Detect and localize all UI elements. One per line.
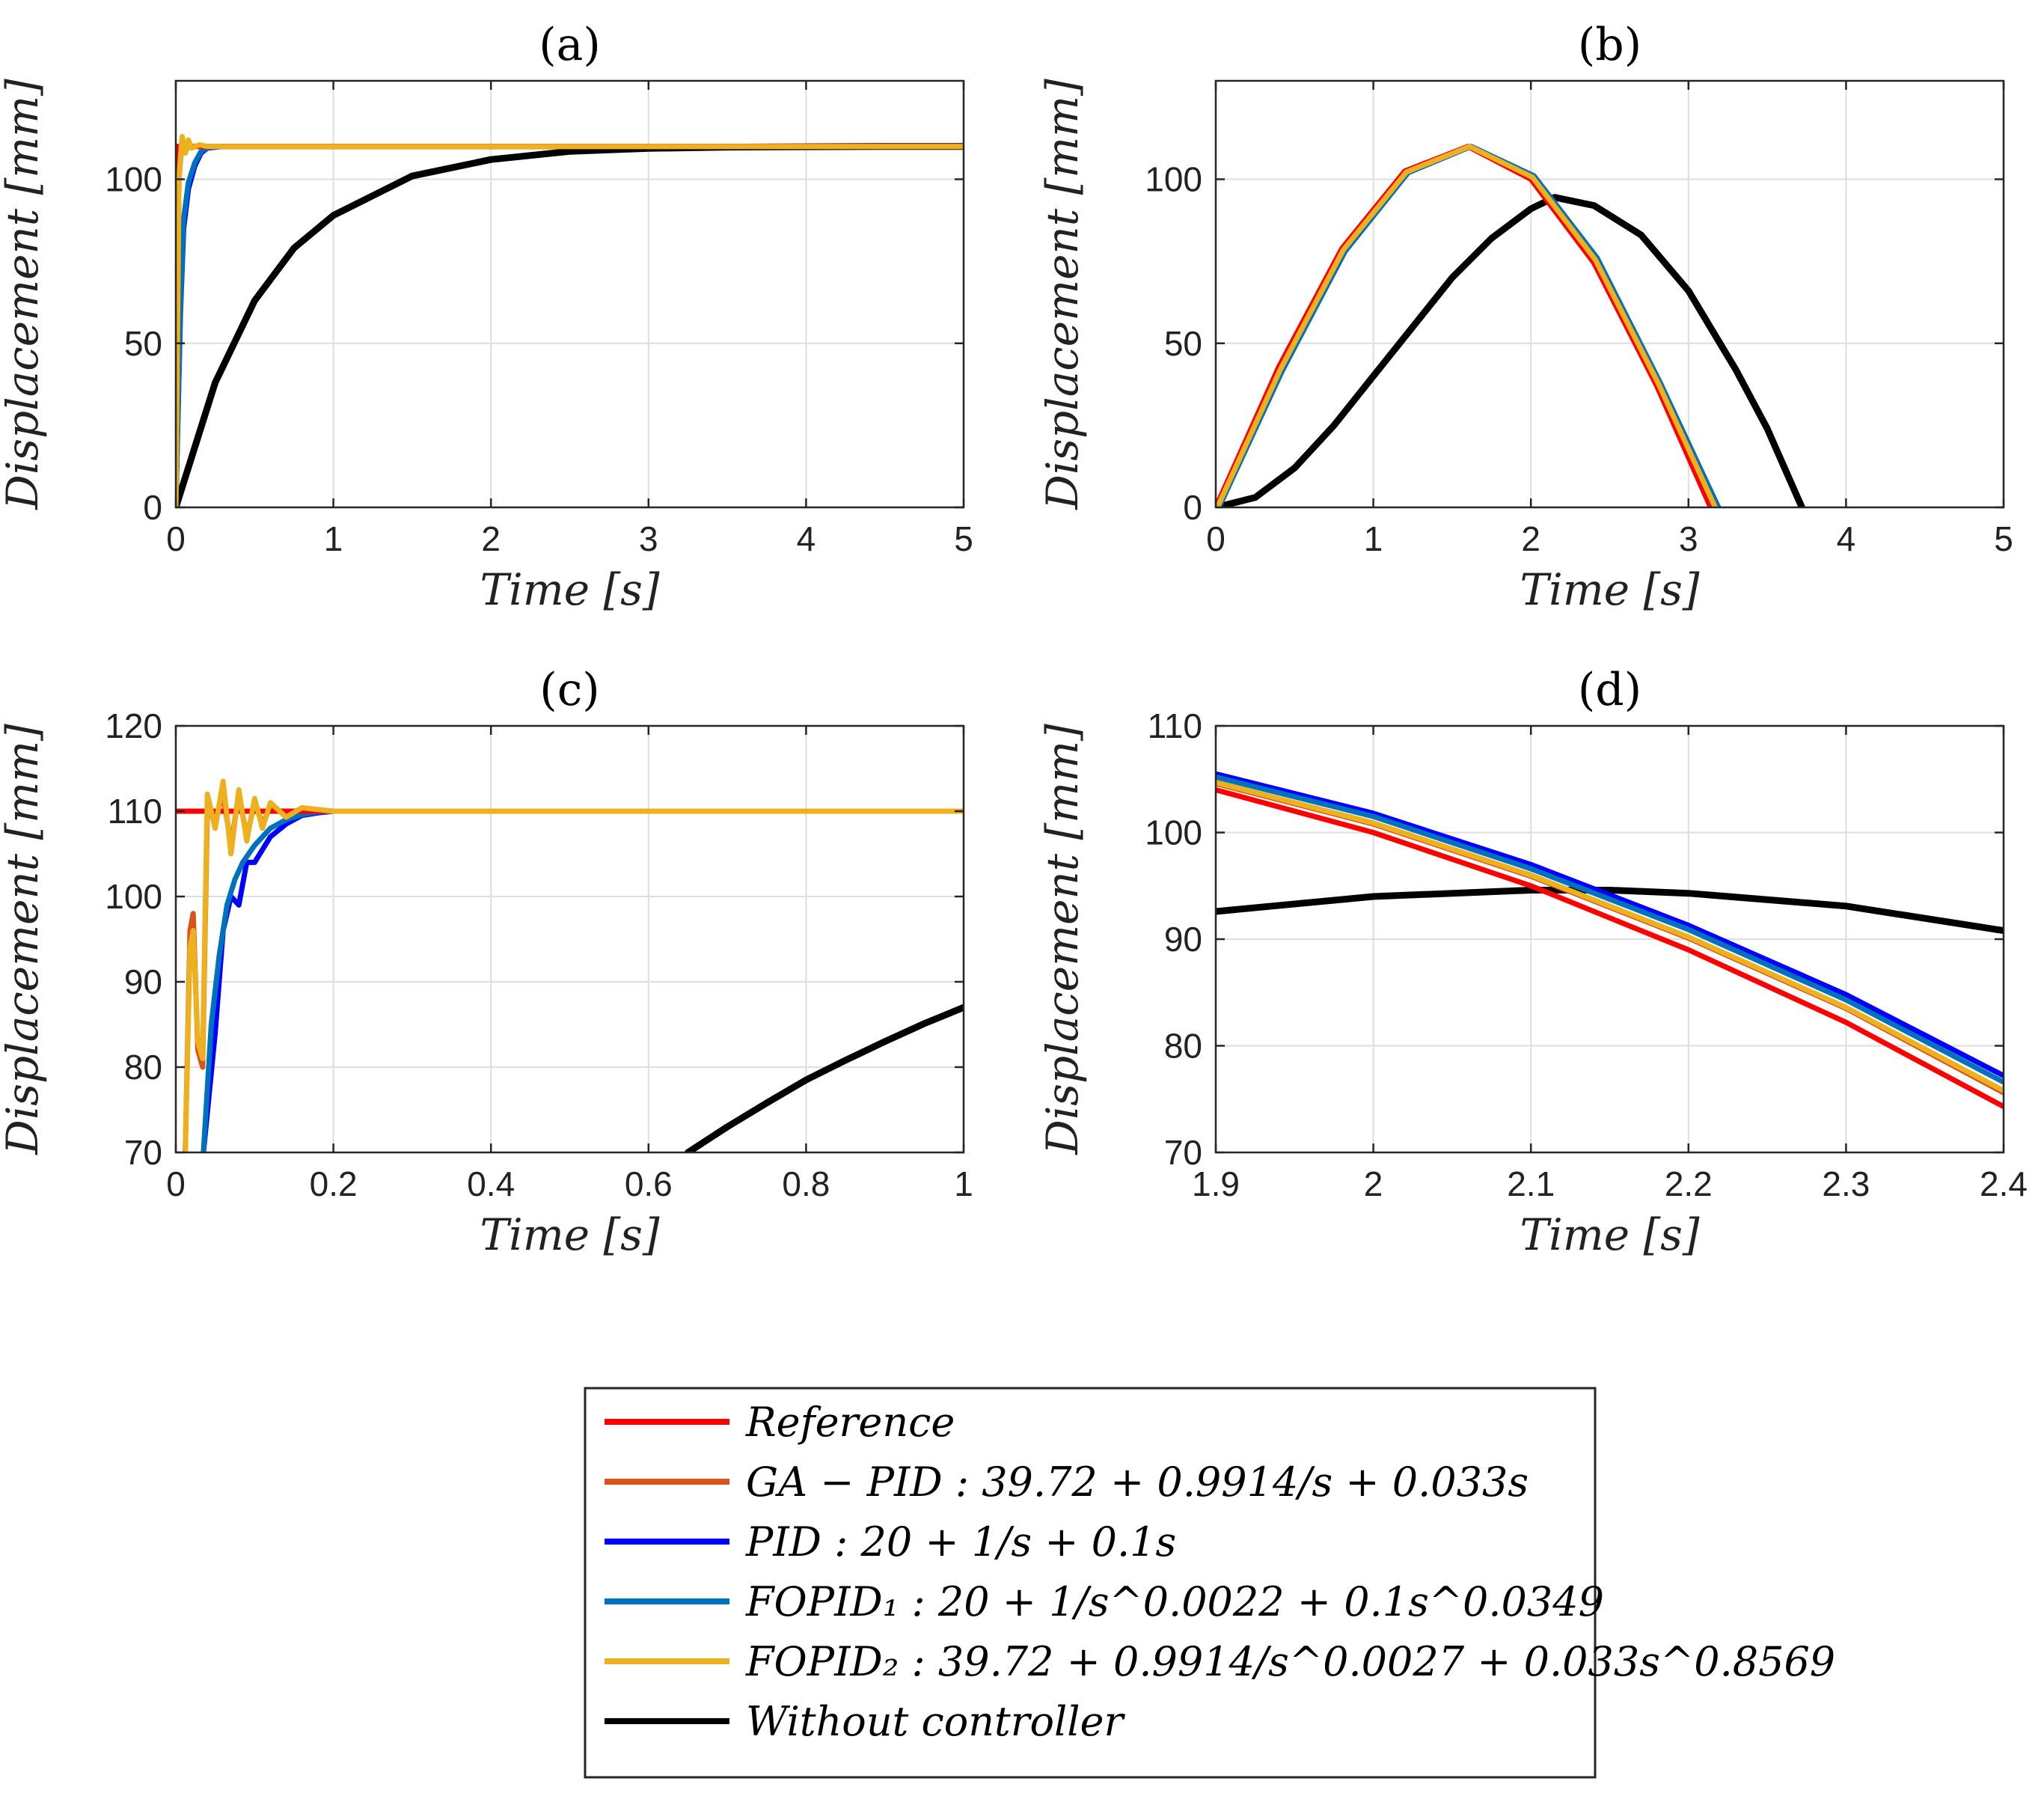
x-axis-label: Time [s]: [1520, 564, 1699, 615]
y-tick-label: 90: [124, 962, 162, 1001]
x-tick-label: 4: [797, 519, 816, 558]
x-axis-label: Time [s]: [480, 1209, 659, 1260]
x-tick-label: 1: [954, 1164, 973, 1203]
legend-label: PID : 20 + 1/s + 0.1s: [745, 1518, 1176, 1566]
legend-item-pid: PID : 20 + 1/s + 0.1s: [605, 1518, 1176, 1566]
y-axis-label: Displacement [mm]: [0, 724, 48, 1155]
legend-item-fopid2: FOPID₂ : 39.72 + 0.9914/s^0.0027 + 0.033…: [605, 1638, 1835, 1685]
series-line-fopid2: [1216, 144, 1719, 507]
x-tick-label: 3: [639, 519, 658, 558]
axes-box: [174, 79, 965, 509]
x-tick-label: 1.9: [1192, 1164, 1240, 1203]
x-axis-label: Time [s]: [1520, 1209, 1699, 1260]
x-tick-label: 2: [1521, 519, 1540, 558]
y-tick-label: 80: [1164, 1027, 1202, 1066]
panel-title: (d): [1578, 664, 1641, 716]
x-tick-label: 3: [1679, 519, 1698, 558]
axes-box: [1214, 79, 2005, 509]
legend-label: Without controller: [746, 1698, 1126, 1745]
y-tick-label: 70: [124, 1133, 162, 1172]
series-group: [1216, 771, 2004, 1110]
legend-label: Reference: [745, 1399, 955, 1446]
legend-item-reference: Reference: [605, 1399, 955, 1446]
panel-title: (c): [539, 664, 599, 716]
legend-label: FOPID₂ : 39.72 + 0.9914/s^0.0027 + 0.033…: [745, 1638, 1835, 1685]
panel-title: (b): [1578, 19, 1641, 71]
panel-d: 1.9 2 2.1 2.2 2.3 2.4 70 80 90 100 110 (d) Time [s] D…: [1037, 664, 2028, 1260]
y-tick-label: 0: [143, 488, 162, 527]
y-tick-label: 110: [1148, 706, 1202, 745]
series-line-fopid2: [176, 134, 964, 507]
y-axis-label: Displacement [mm]: [0, 79, 48, 510]
y-axis-label: Displacement [mm]: [1037, 724, 1088, 1155]
x-tick-label: 2.2: [1665, 1164, 1713, 1203]
legend: Reference GA − PID : 39.72 + 0.9914/s + 0…: [584, 1387, 1835, 1779]
x-tick-label: 5: [954, 519, 973, 558]
y-tick-label: 110: [108, 792, 162, 831]
legend-label: GA − PID : 39.72 + 0.9914/s + 0.033s: [746, 1458, 1529, 1506]
x-axis-label: Time [s]: [480, 564, 659, 615]
legend-box: [584, 1387, 1597, 1779]
series-line-fopid1: [1216, 774, 2004, 1085]
series-line-without: [685, 1004, 964, 1152]
legend-items: Reference GA − PID : 39.72 + 0.9914/s + 0…: [605, 1399, 1835, 1745]
y-tick-label: 100: [1145, 160, 1202, 199]
x-tick-label: 2: [1364, 1164, 1383, 1203]
x-tick-label: 4: [1837, 519, 1856, 558]
legend-item-fopid1: FOPID₁ : 20 + 1/s^0.0022 + 0.1s^0.0349: [605, 1578, 1604, 1625]
legend-item-without: Without controller: [605, 1698, 1126, 1745]
x-tick-label: 5: [1994, 519, 2013, 558]
axes-box: [174, 724, 965, 1154]
series-line-fopid2: [183, 778, 964, 1152]
panel-title: (a): [539, 19, 601, 71]
y-tick-label: 0: [1183, 488, 1202, 527]
legend-label: FOPID₁ : 20 + 1/s^0.0022 + 0.1s^0.0349: [745, 1578, 1604, 1625]
y-tick-label: 120: [105, 706, 162, 745]
y-tick-label: 100: [105, 160, 162, 199]
x-tick-label: 0: [1206, 519, 1226, 558]
x-tick-label: 2.4: [1980, 1164, 2028, 1203]
x-tick-label: 1: [1364, 519, 1383, 558]
series-line-pid: [1216, 771, 2004, 1078]
series-line-fopid2: [1216, 780, 2004, 1093]
y-tick-label: 100: [1145, 813, 1202, 852]
legend-item-ga-pid: GA − PID : 39.72 + 0.9914/s + 0.033s: [605, 1458, 1529, 1506]
x-tick-label: 0.6: [625, 1164, 673, 1203]
y-tick-label: 100: [105, 877, 162, 916]
x-tick-label: 1: [324, 519, 343, 558]
y-tick-label: 70: [1164, 1133, 1202, 1172]
y-tick-label: 80: [124, 1048, 162, 1087]
x-tick-label: 2.1: [1507, 1164, 1555, 1203]
x-tick-label: 0.4: [467, 1164, 515, 1203]
x-tick-label: 2.3: [1822, 1164, 1870, 1203]
x-tick-label: 0.2: [310, 1164, 358, 1203]
y-tick-label: 50: [124, 324, 162, 363]
x-tick-label: 0: [166, 1164, 186, 1203]
panel-c: 0 0.2 0.4 0.6 0.8 1 70 80 90 100 110 120 (c) Time [s]…: [0, 664, 973, 1260]
series-line-reference: [1216, 787, 2004, 1110]
y-axis-label: Displacement [mm]: [1037, 79, 1088, 510]
x-tick-label: 0: [166, 519, 186, 558]
plot-area: [176, 726, 964, 1152]
series-group: [1216, 144, 1805, 507]
x-tick-label: 2: [481, 519, 501, 558]
y-tick-label: 90: [1164, 920, 1202, 959]
series-line-without: [1216, 194, 1805, 507]
y-tick-label: 50: [1164, 324, 1202, 363]
series-line-without: [1216, 887, 2004, 935]
x-tick-label: 0.8: [782, 1164, 830, 1203]
